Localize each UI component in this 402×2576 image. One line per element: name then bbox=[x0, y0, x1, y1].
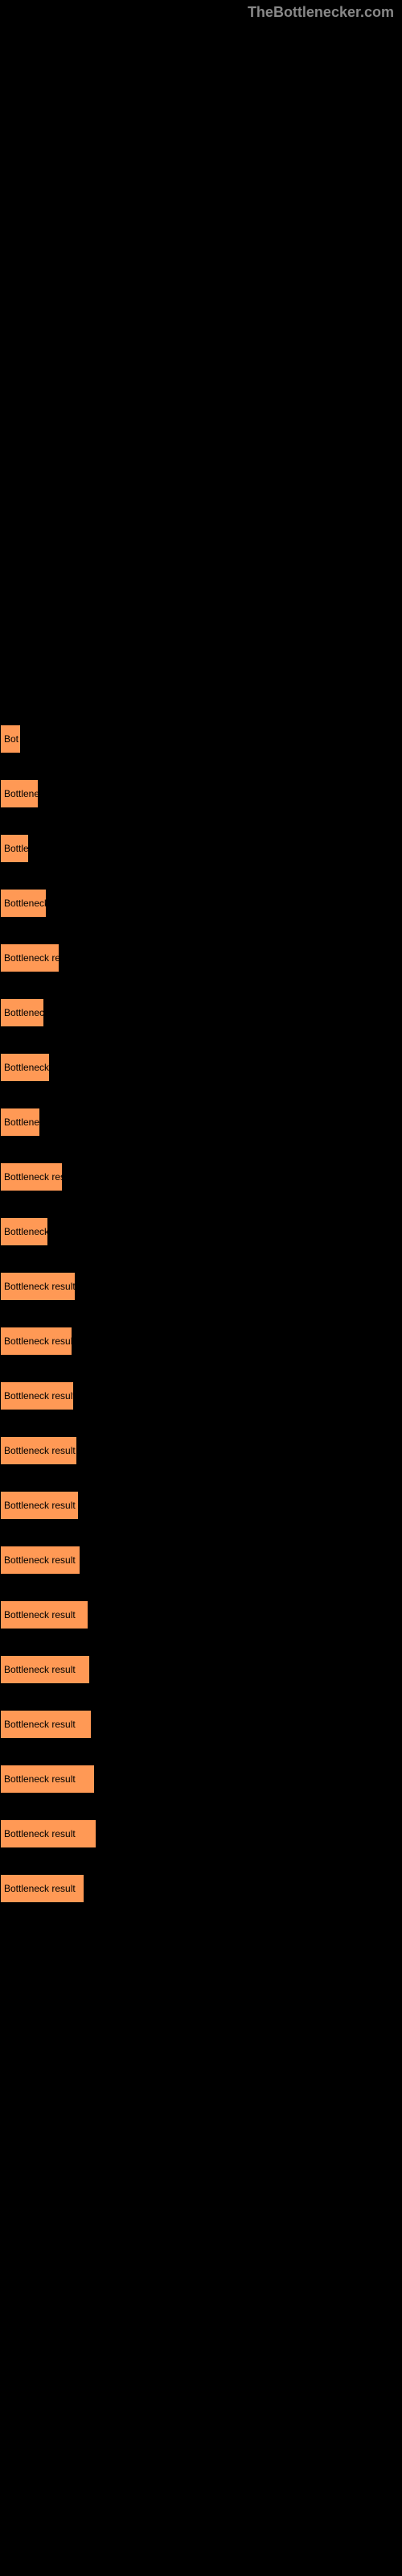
bar-row: Bottleneck result bbox=[0, 1381, 402, 1410]
bar-row: Bottleneck result bbox=[0, 1272, 402, 1301]
chart-bar: Bottleneck result bbox=[0, 1600, 88, 1629]
bar-row: Bottleneck rest bbox=[0, 1162, 402, 1191]
bar-row: Bottleneck result bbox=[0, 1874, 402, 1903]
bar-row: Bottleneck result bbox=[0, 1327, 402, 1356]
bar-row: Bottleneck bbox=[0, 998, 402, 1027]
chart-bar: Bottleneck result bbox=[0, 1272, 76, 1301]
chart-bar: Bottlene bbox=[0, 1108, 40, 1137]
bar-row: Bottleneck result bbox=[0, 1491, 402, 1520]
bar-row: Bottlene bbox=[0, 779, 402, 808]
chart-bar: Bottlene bbox=[0, 779, 39, 808]
bar-row: Bottleneck result bbox=[0, 1655, 402, 1684]
chart-bar: Bottleneck result bbox=[0, 1765, 95, 1794]
chart-bar: Bottleneck result bbox=[0, 1436, 77, 1465]
chart-bar: Bottleneck rest bbox=[0, 1162, 63, 1191]
chart-bar: Bottleneck result bbox=[0, 1819, 96, 1848]
bar-row: Bottlene bbox=[0, 1108, 402, 1137]
chart-bar: Bottleneck bbox=[0, 1053, 50, 1082]
bar-row: Bot bbox=[0, 724, 402, 753]
bar-row: Bottleneck bbox=[0, 1217, 402, 1246]
chart-bar: Bottleneck bbox=[0, 889, 47, 918]
chart-bar: Bottleneck bbox=[0, 1217, 48, 1246]
bar-chart: Bot Bottlene Bottle Bottleneck Bottleneck re… bbox=[0, 0, 402, 1903]
bar-row: Bottleneck result bbox=[0, 1436, 402, 1465]
bar-row: Bottleneck result bbox=[0, 1546, 402, 1575]
bar-row: Bottleneck result bbox=[0, 1710, 402, 1739]
bar-row: Bottle bbox=[0, 834, 402, 863]
chart-bar: Bottleneck result bbox=[0, 1710, 92, 1739]
bar-row: Bottleneck result bbox=[0, 1819, 402, 1848]
chart-bar: Bottleneck result bbox=[0, 1327, 72, 1356]
chart-bar: Bottle bbox=[0, 834, 29, 863]
bar-row: Bottleneck re bbox=[0, 943, 402, 972]
bar-row: Bottleneck bbox=[0, 1053, 402, 1082]
watermark-text: TheBottlenecker.com bbox=[248, 4, 394, 21]
bar-row: Bottleneck result bbox=[0, 1600, 402, 1629]
chart-bar: Bottleneck result bbox=[0, 1546, 80, 1575]
chart-bar: Bottleneck result bbox=[0, 1655, 90, 1684]
bar-row: Bottleneck result bbox=[0, 1765, 402, 1794]
chart-bar: Bottleneck re bbox=[0, 943, 59, 972]
chart-bar: Bottleneck bbox=[0, 998, 44, 1027]
chart-bar: Bottleneck result bbox=[0, 1381, 74, 1410]
chart-bar: Bot bbox=[0, 724, 21, 753]
chart-bar: Bottleneck result bbox=[0, 1491, 79, 1520]
bar-row: Bottleneck bbox=[0, 889, 402, 918]
chart-bar: Bottleneck result bbox=[0, 1874, 84, 1903]
